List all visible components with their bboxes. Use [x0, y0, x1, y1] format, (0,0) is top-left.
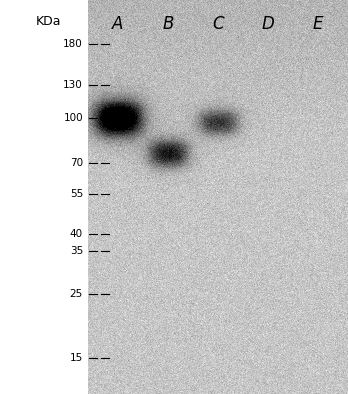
Text: B: B — [162, 15, 174, 33]
Text: 70: 70 — [70, 158, 83, 168]
Text: KDa: KDa — [35, 15, 61, 28]
Text: 40: 40 — [70, 229, 83, 239]
Text: 55: 55 — [70, 189, 83, 199]
Text: 15: 15 — [70, 353, 83, 363]
Text: A: A — [112, 15, 124, 33]
Text: 130: 130 — [63, 80, 83, 90]
Text: 100: 100 — [63, 113, 83, 123]
Text: E: E — [313, 15, 323, 33]
Text: 180: 180 — [63, 39, 83, 49]
Text: 25: 25 — [70, 289, 83, 299]
Text: C: C — [212, 15, 224, 33]
Text: D: D — [262, 15, 274, 33]
Text: 35: 35 — [70, 246, 83, 256]
